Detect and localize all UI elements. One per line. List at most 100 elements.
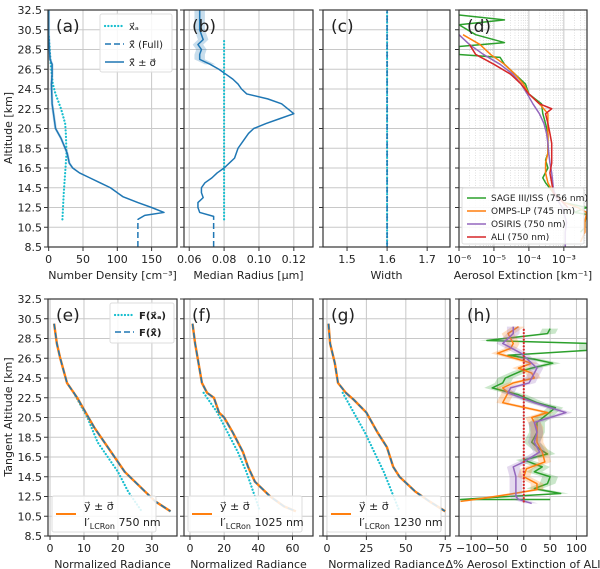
series-line-2 xyxy=(197,10,295,220)
xtick-label: 0 xyxy=(45,253,52,266)
axes-frame xyxy=(322,9,451,248)
legend-line2: I′LCRon 750 nm xyxy=(84,516,161,531)
x-axis-label: Median Radius [µm] xyxy=(193,269,303,282)
xtick-label: 1.5 xyxy=(338,253,356,266)
legend-prefix: I′ xyxy=(220,516,226,529)
xtick-label: 0 xyxy=(520,542,527,555)
panel-label: (f) xyxy=(192,306,211,326)
series-group xyxy=(192,10,295,247)
legend-suffix: 750 nm xyxy=(115,516,161,529)
ytick-label: 22.5 xyxy=(18,103,43,116)
xtick-label: 20 xyxy=(111,542,125,555)
legend-line2: I′LCRon 1230 nm xyxy=(359,516,443,531)
panel-label: (a) xyxy=(56,17,80,37)
ytick-label: 24.5 xyxy=(18,372,43,385)
legend-label: x̂⃗ (Full) xyxy=(129,39,163,51)
xtick-label: 50 xyxy=(543,542,557,555)
legend-prefix: I′ xyxy=(84,516,90,529)
ytick-label: 30.5 xyxy=(18,313,43,326)
panel-label: (d) xyxy=(467,17,491,37)
y-axis-label-bottom: Tangent Altitude [km] xyxy=(2,357,15,477)
legend-line1: y⃗ ± σ⃗ xyxy=(84,500,114,513)
ytick-label: 12.5 xyxy=(18,491,43,504)
axes-frame xyxy=(47,298,178,537)
series-group xyxy=(52,323,172,513)
ytick-label: 16.5 xyxy=(18,451,43,464)
xtick-label: 30 xyxy=(145,542,159,555)
xtick-label: 25 xyxy=(359,542,373,555)
legend-box xyxy=(461,187,585,245)
legend-label: F(x̂⃗) xyxy=(139,327,161,339)
xtick-label: 1.6 xyxy=(378,253,396,266)
legend-label: ALI (750 nm) xyxy=(491,233,549,243)
ytick-label: 30.5 xyxy=(18,24,43,37)
panel-label: (c) xyxy=(331,17,354,37)
xtick-label: 50 xyxy=(399,542,413,555)
series-line-2 xyxy=(48,10,165,221)
xtick-label: 1.7 xyxy=(418,253,436,266)
series-line-1 xyxy=(460,326,549,503)
xtick-label: −100 xyxy=(456,542,486,555)
ytick-label: 28.5 xyxy=(18,44,43,57)
ytick-label: 22.5 xyxy=(18,392,43,405)
series-line-2 xyxy=(501,326,567,505)
xtick-label: 20 xyxy=(217,542,231,555)
xtick-label: 40 xyxy=(251,542,265,555)
legend-subscript: LCRon xyxy=(226,522,251,531)
ytick-label: 10.5 xyxy=(18,510,43,523)
panel-label: (e) xyxy=(56,306,80,326)
axes-frame xyxy=(47,9,178,248)
ytick-label: 24.5 xyxy=(18,83,43,96)
ytick-label: 14.5 xyxy=(18,182,43,195)
legend-box xyxy=(109,302,175,344)
xtick-label: 0.12 xyxy=(282,253,307,266)
series-line-2 xyxy=(53,323,171,512)
ytick-label: 28.5 xyxy=(18,333,43,346)
legend-subscript: LCRon xyxy=(365,522,390,531)
xtick-label: 75 xyxy=(438,542,452,555)
uncertainty-band xyxy=(459,326,554,502)
panel-c: 1.5 1.6 1.7 Width (c) xyxy=(319,9,451,282)
series-line-0 xyxy=(202,391,262,513)
series-line-3 xyxy=(468,44,569,209)
legend: SAGE III/ISS (756 nm) OMPS-LP (745 nm) OSI… xyxy=(461,187,588,245)
series-group xyxy=(327,323,446,513)
legend-box xyxy=(51,495,157,533)
ytick-label: 26.5 xyxy=(18,63,43,76)
xtick-label: 0.10 xyxy=(247,253,272,266)
legend: F(x⃗ₐ) F(x̂⃗) xyxy=(109,302,175,344)
legend-box xyxy=(187,495,303,533)
xtick-label: 10⁻⁵ xyxy=(482,253,506,266)
series-line-2 xyxy=(327,323,446,512)
series-line-0 xyxy=(48,33,68,221)
x-axis-label: Number Density [cm⁻³] xyxy=(48,269,177,282)
legend-line1: y⃗ ± σ⃗ xyxy=(220,500,250,513)
series-group xyxy=(191,323,297,513)
ytick-label: 20.5 xyxy=(18,123,43,136)
panel-a: 8.5 10.5 12.5 14.5 16.5 18.5 20.5 22.5 24.5 26.5 2… xyxy=(18,4,178,282)
xtick-label: 60 xyxy=(285,542,299,555)
ytick-label: 16.5 xyxy=(18,162,43,175)
ytick-label: 26.5 xyxy=(18,352,43,365)
panel-g: 0 25 50 75 Normalized Radiance (g) y⃗ ± σ⃗ I′LC… xyxy=(319,298,452,569)
legend-line1: y⃗ ± σ⃗ xyxy=(359,500,389,513)
ytick-label: 32.5 xyxy=(18,4,43,17)
series-line-2 xyxy=(191,323,297,513)
legend-measurement: y⃗ ± σ⃗ I′LCRon 1230 nm xyxy=(326,495,443,533)
series-group xyxy=(48,10,166,247)
xtick-label: 50 xyxy=(76,253,90,266)
axes-frame xyxy=(458,9,588,248)
ytick-label: 20.5 xyxy=(18,412,43,425)
series-line-0 xyxy=(341,391,401,513)
x-axis-label: Normalized Radiance xyxy=(54,558,171,569)
xtick-label: 0 xyxy=(186,542,193,555)
axes-frame xyxy=(458,298,588,537)
ytick-label: 8.5 xyxy=(25,241,43,254)
xtick-label: 150 xyxy=(141,253,162,266)
y-axis-label-top: Altitude [km] xyxy=(2,92,15,164)
series-group xyxy=(459,326,587,505)
x-axis-label: Δ% Aerosol Extinction of ALI xyxy=(445,558,600,569)
xtick-label: 10⁻⁶ xyxy=(447,253,472,266)
xtick-label: 10 xyxy=(77,542,91,555)
